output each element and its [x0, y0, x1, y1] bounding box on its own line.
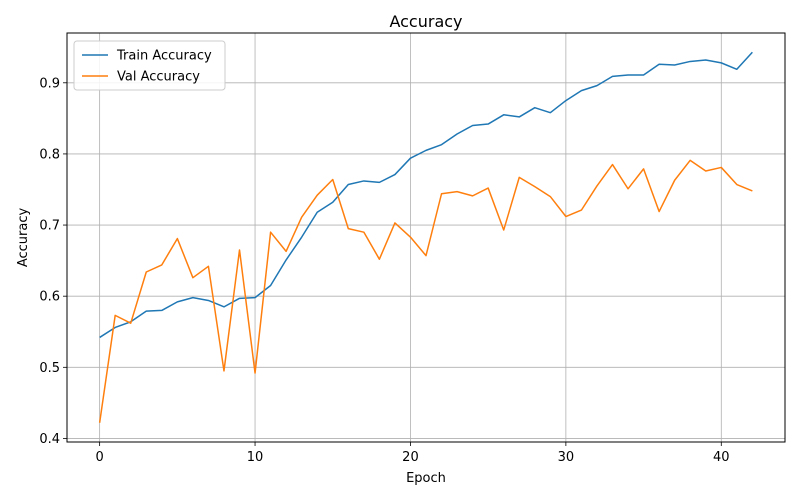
plot-frame [66, 32, 786, 443]
legend-box [73, 40, 226, 91]
y-axis-ticks: 0.4 0.5 0.6 0.7 0.8 0.9 [39, 76, 67, 447]
series-line-val-accuracy [98, 159, 753, 423]
x-axis-ticks: 0 10 20 30 40 [95, 442, 730, 465]
x-tick-label: 30 [558, 450, 575, 465]
y-tick-label: 0.6 [39, 290, 60, 305]
y-tick-label: 0.9 [39, 76, 60, 91]
x-tick-label: 40 [713, 450, 730, 465]
x-tick-label: 10 [247, 450, 264, 465]
x-tick-label: 0 [95, 450, 103, 465]
legend: Train Accuracy Val Accuracy [73, 40, 226, 91]
chart-title: Accuracy [389, 12, 462, 31]
y-tick-label: 0.5 [39, 361, 60, 376]
x-axis-label: Epoch [406, 471, 446, 486]
series-line-train-accuracy [99, 51, 753, 339]
legend-label: Train Accuracy [116, 49, 212, 64]
y-tick-label: 0.8 [39, 147, 60, 162]
series-lines [98, 51, 753, 423]
y-axis-label: Accuracy [16, 208, 31, 268]
y-tick-label: 0.7 [39, 219, 60, 234]
x-tick-label: 20 [402, 450, 419, 465]
y-tick-label: 0.4 [39, 432, 60, 447]
legend-label: Val Accuracy [117, 70, 200, 85]
grid-lines [67, 33, 785, 442]
